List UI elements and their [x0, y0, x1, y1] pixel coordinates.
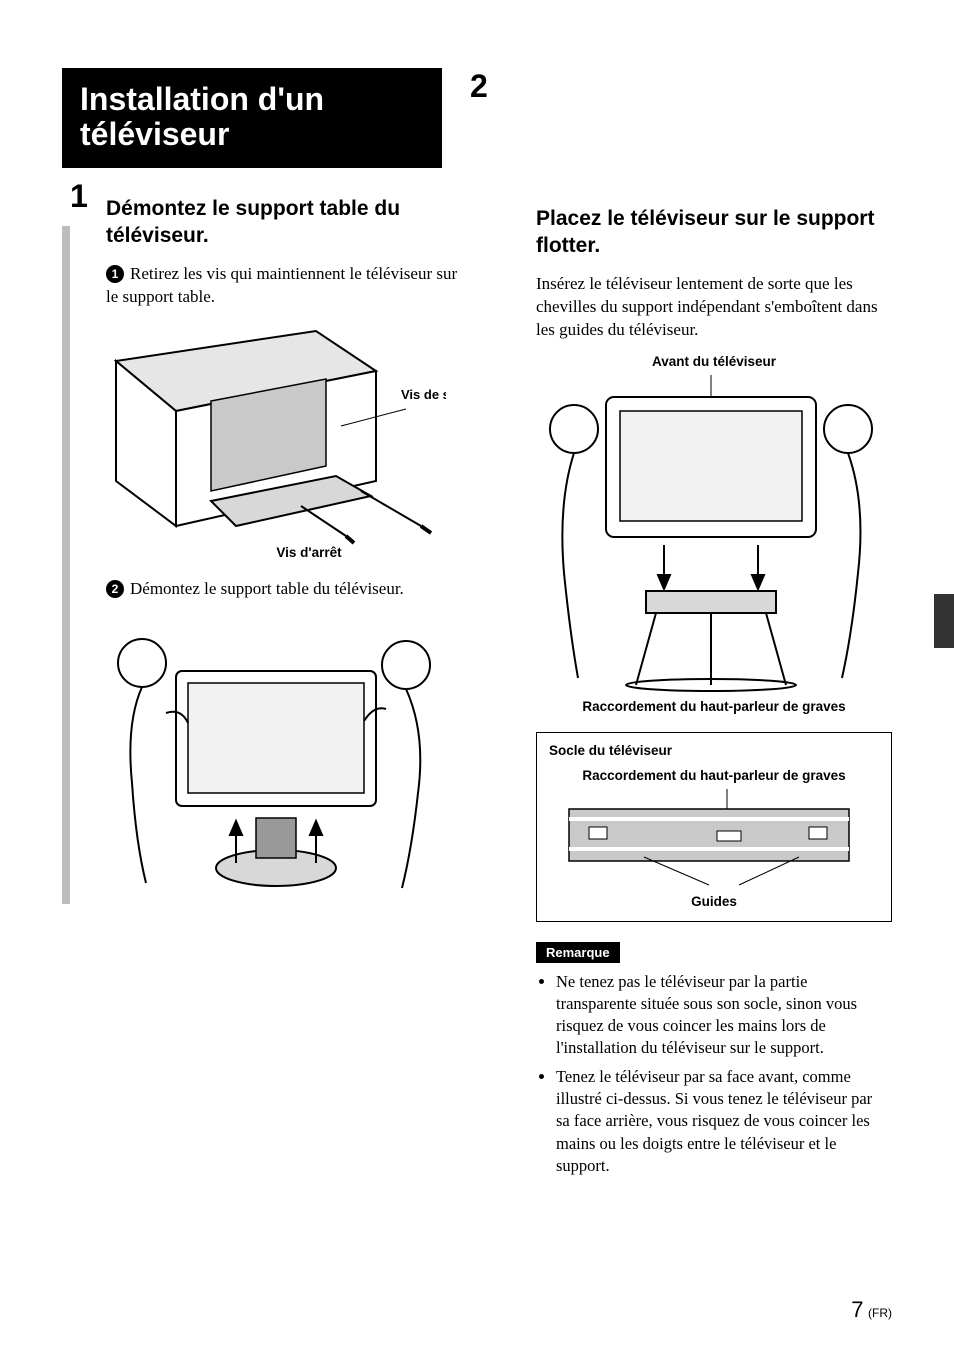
step-number-2: 2: [470, 68, 488, 105]
section-title: Installation d'un téléviseur: [80, 82, 424, 152]
section-title-block: Installation d'un téléviseur: [62, 68, 442, 168]
step-2-heading: Placez le téléviseur sur le support flot…: [536, 206, 892, 259]
fig1-label-bottom: Vis d'arrêt: [156, 545, 462, 560]
fig1-label-top: Vis de serrage: [401, 387, 446, 402]
step-1-heading: Démontez le support table du téléviseur.: [106, 196, 462, 249]
step-1-sub-2: 2 Démontez le support table du téléviseur…: [106, 578, 462, 601]
detail-box: Socle du téléviseur Raccordement du haut…: [536, 732, 892, 922]
step-1-sub-2-text: Démontez le support table du téléviseur.: [130, 579, 404, 598]
columns: Démontez le support table du téléviseur.…: [62, 192, 892, 1183]
detail-box-sub: Raccordement du haut-parleur de graves: [549, 768, 879, 783]
fig3-label-top: Avant du téléviseur: [536, 354, 892, 369]
side-tab-mark: [934, 594, 954, 648]
note-chip: Remarque: [536, 942, 620, 963]
note-1: Ne tenez pas le téléviseur par la partie…: [556, 971, 888, 1060]
page-number-lang: (FR): [868, 1306, 892, 1320]
step-1-sub-1: 1Retirez les vis qui maintiennent le tél…: [106, 263, 462, 309]
step-2-para: Insérez le téléviseur lentement de sorte…: [536, 273, 892, 342]
bullet-1-icon: 1: [106, 265, 124, 283]
column-right: Placez le téléviseur sur le support flot…: [492, 192, 892, 1183]
step-number-1: 1: [70, 178, 88, 215]
bullet-2-icon: 2: [106, 580, 124, 598]
note-2: Tenez le téléviseur par sa face avant, c…: [556, 1066, 888, 1177]
detail-box-svg: [549, 787, 869, 897]
left-gutter-bar: [62, 226, 70, 904]
figure-2: [106, 613, 462, 913]
column-left: Démontez le support table du téléviseur.…: [62, 192, 462, 1183]
notes-list: Ne tenez pas le téléviseur par la partie…: [556, 971, 892, 1177]
figure-3: Avant du téléviseur: [536, 354, 892, 714]
detail-box-title: Socle du téléviseur: [549, 743, 879, 758]
page-number: 7 (FR): [851, 1297, 892, 1323]
page-number-value: 7: [851, 1297, 863, 1322]
step-1-sub-1-text: Retirez les vis qui maintiennent le télé…: [106, 264, 457, 306]
fig3-label-bottom: Raccordement du haut-parleur de graves: [536, 699, 892, 714]
page: Installation d'un téléviseur 1 2 Démonte…: [0, 0, 954, 1351]
figure-1: Vis de serrage Vis d'arrêt: [106, 321, 462, 560]
